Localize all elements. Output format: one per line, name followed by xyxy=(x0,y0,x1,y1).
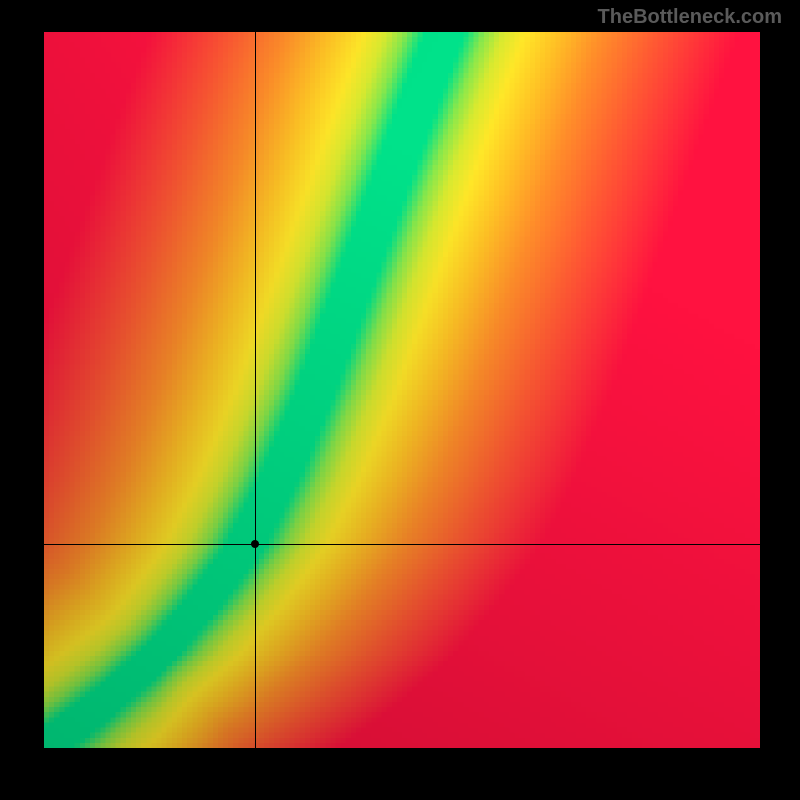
heatmap-plot xyxy=(44,32,760,748)
crosshair-horizontal xyxy=(44,544,760,545)
watermark-text: TheBottleneck.com xyxy=(598,6,782,29)
crosshair-vertical xyxy=(255,32,256,748)
crosshair-point xyxy=(251,540,259,548)
heatmap-canvas xyxy=(44,32,760,748)
